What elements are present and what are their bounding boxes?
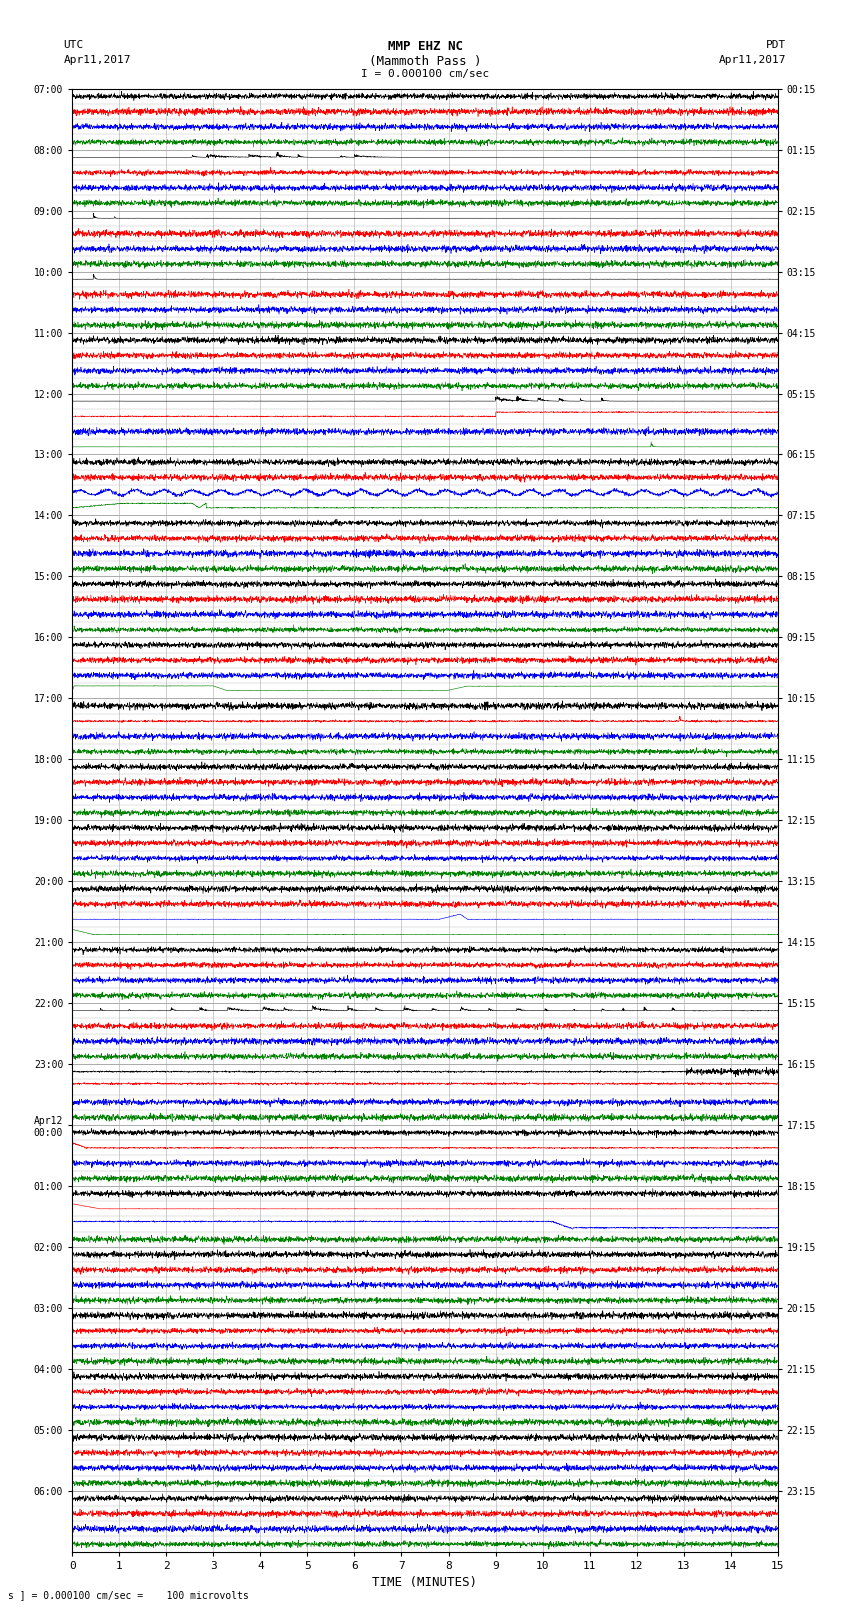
Text: UTC: UTC	[64, 40, 84, 50]
Text: I = 0.000100 cm/sec: I = 0.000100 cm/sec	[361, 69, 489, 79]
Text: s ] = 0.000100 cm/sec =    100 microvolts: s ] = 0.000100 cm/sec = 100 microvolts	[8, 1590, 249, 1600]
Text: Apr11,2017: Apr11,2017	[64, 55, 131, 65]
Text: MMP EHZ NC: MMP EHZ NC	[388, 40, 462, 53]
X-axis label: TIME (MINUTES): TIME (MINUTES)	[372, 1576, 478, 1589]
Text: Apr11,2017: Apr11,2017	[719, 55, 786, 65]
Text: PDT: PDT	[766, 40, 786, 50]
Text: (Mammoth Pass ): (Mammoth Pass )	[369, 55, 481, 68]
